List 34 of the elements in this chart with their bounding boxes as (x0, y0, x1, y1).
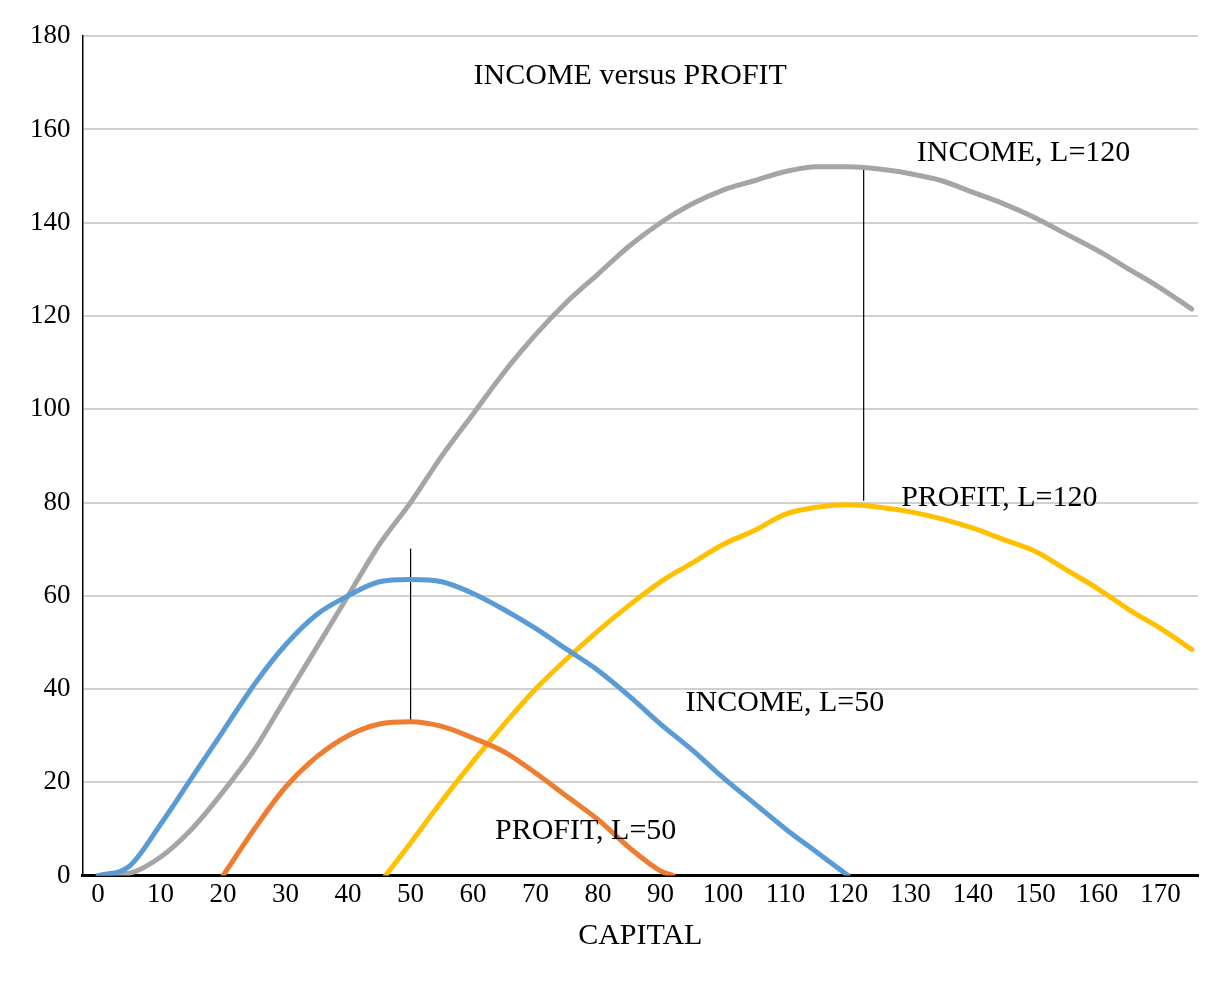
y-tick-label: 120 (30, 299, 71, 330)
x-tick-label: 40 (334, 877, 362, 908)
y-tick-label: 140 (30, 205, 71, 236)
x-tick-label: 150 (1015, 877, 1056, 908)
y-tick-label: 0 (57, 858, 71, 889)
series-label: PROFIT, L=50 (494, 812, 677, 846)
x-tick-label: 120 (827, 877, 869, 908)
x-tick-label: 20 (209, 877, 237, 908)
x-tick-label: 30 (272, 877, 300, 908)
x-tick-label: 60 (459, 877, 487, 908)
x-tick-label: 90 (647, 877, 675, 908)
x-tick-label: 70 (522, 877, 550, 908)
x-tick-label: 50 (397, 877, 425, 908)
text: INCOME versus PROFIT (473, 57, 787, 91)
y-tick-label: 80 (43, 485, 71, 516)
x-tick-label: 170 (1140, 877, 1181, 908)
y-tick-label: 180 (30, 19, 71, 50)
y-tick-label: 160 (30, 112, 71, 143)
x-tick-label: 80 (584, 877, 612, 908)
x-tick-label: 130 (890, 877, 931, 908)
x-axis-title: CAPITAL (578, 916, 703, 950)
x-tick-label: 10 (147, 877, 175, 908)
x-tick-label: 110 (765, 877, 806, 908)
x-tick-label: 100 (702, 877, 744, 908)
series-label: INCOME, L=120 (916, 133, 1131, 167)
x-tick-label: 0 (91, 877, 105, 908)
x-tick-label: 140 (952, 877, 994, 908)
y-tick-label: 20 (43, 765, 71, 796)
y-tick-label: 40 (43, 672, 71, 703)
y-tick-label: 100 (30, 392, 71, 423)
x-tick-label: 160 (1077, 877, 1119, 908)
series-label: PROFIT, L=120 (901, 478, 1098, 512)
y-tick-label: 60 (43, 578, 71, 609)
series-label: INCOME, L=50 (685, 683, 885, 717)
